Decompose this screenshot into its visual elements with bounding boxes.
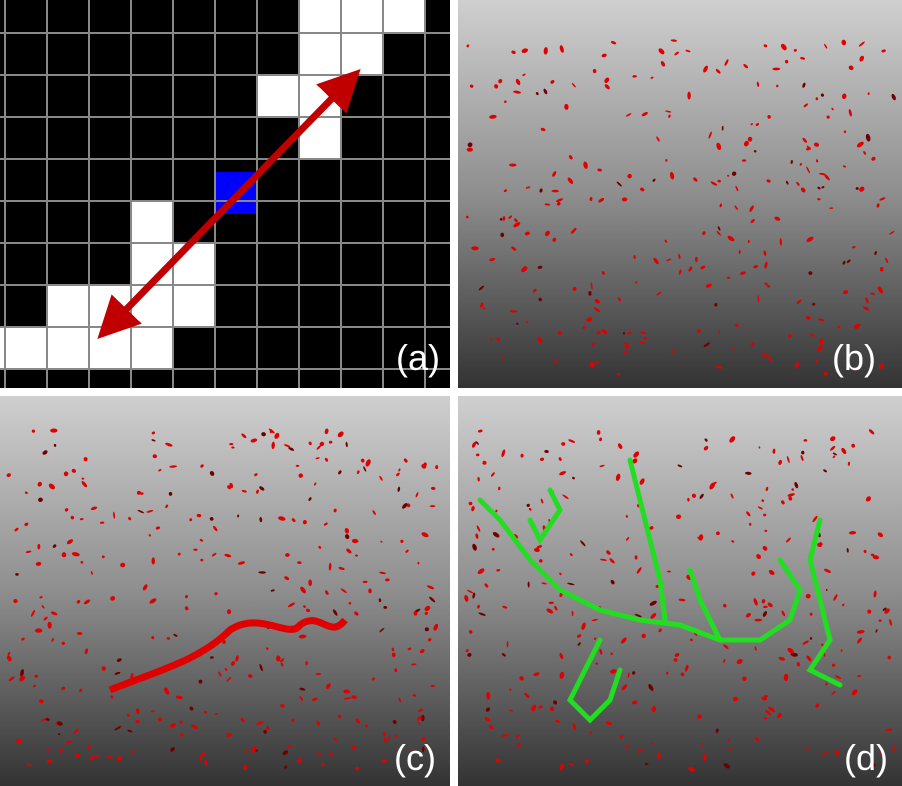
white-cell [299, 33, 341, 75]
white-cell [299, 0, 341, 33]
speckle [425, 627, 429, 631]
page: {"panels": [{"label": "(a)"}, {"label": … [0, 0, 902, 786]
render-background [458, 0, 902, 388]
white-cell [89, 327, 131, 369]
speckle [15, 573, 19, 576]
speckle [622, 197, 627, 201]
speckle [509, 163, 516, 166]
speckle [62, 552, 67, 557]
speckle [77, 632, 83, 635]
speckle [193, 549, 197, 551]
white-cell [341, 0, 383, 33]
speckle [764, 717, 768, 719]
panel-label: (d) [844, 737, 888, 778]
speckle [816, 97, 819, 100]
speckle [597, 430, 601, 435]
panel-d: (d) [458, 396, 902, 786]
speckle [626, 745, 629, 749]
panel-c: (c) [0, 396, 450, 786]
speckle [151, 557, 155, 564]
white-cell [131, 327, 173, 369]
speckle [880, 267, 884, 272]
white-cell [341, 33, 383, 75]
white-cell [173, 243, 215, 285]
white-cell [131, 201, 173, 243]
white-cell [257, 75, 299, 117]
figure: (a) (b) (c) (d) [0, 0, 902, 786]
panel-a: (a) [0, 0, 467, 453]
speckle [549, 602, 554, 605]
panel-label: (b) [832, 337, 876, 378]
white-cell [131, 285, 173, 327]
speckle [34, 675, 38, 678]
white-cell [5, 327, 47, 369]
speckle [552, 190, 559, 193]
panel-label: (a) [396, 337, 440, 378]
white-cell [383, 0, 425, 33]
speckle [50, 428, 57, 432]
panel-b: (b) [458, 0, 902, 388]
speckle [695, 257, 698, 262]
render-background [0, 396, 450, 786]
white-cell [47, 285, 89, 327]
white-cell [47, 327, 89, 369]
white-cell [173, 285, 215, 327]
panel-label: (c) [394, 737, 436, 778]
